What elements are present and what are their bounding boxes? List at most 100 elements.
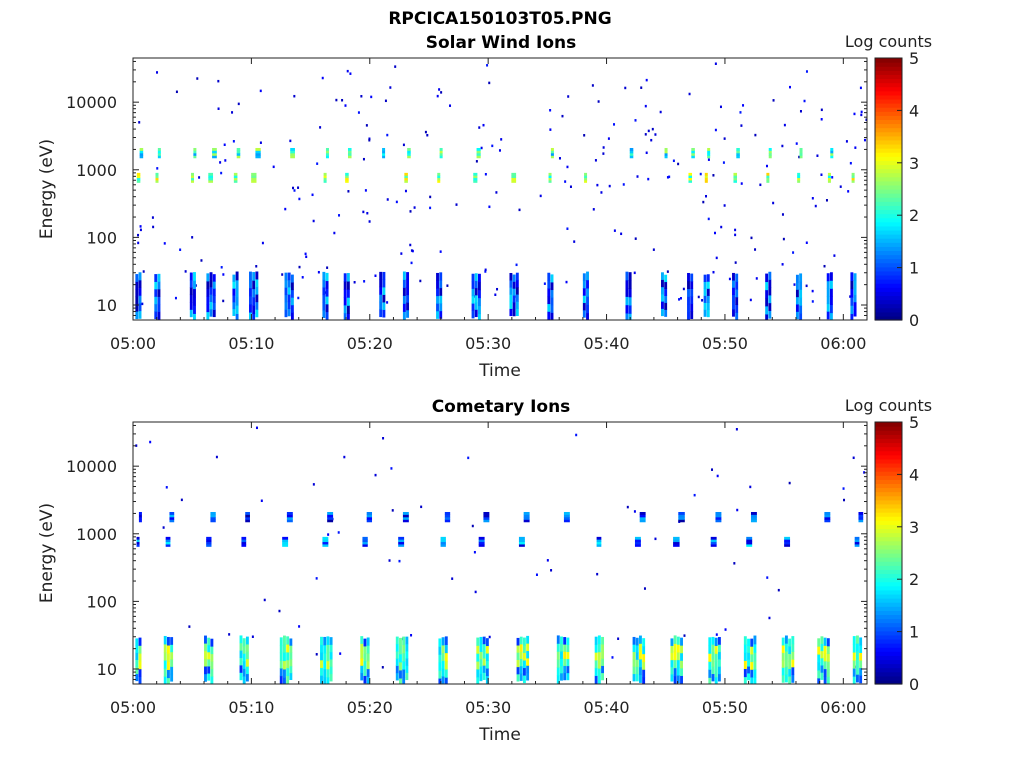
low-energy-cell bbox=[791, 659, 795, 668]
low-energy-cell bbox=[708, 637, 712, 646]
noise-cell bbox=[142, 270, 145, 273]
noise-cell bbox=[682, 287, 685, 291]
colorbar-tick-label: 4 bbox=[909, 465, 919, 484]
colorbar-step bbox=[875, 565, 902, 570]
band-cell bbox=[710, 544, 717, 547]
low-energy-cell bbox=[859, 660, 863, 669]
low-energy-cell bbox=[826, 303, 830, 312]
band-cell bbox=[563, 519, 570, 523]
low-energy-cell bbox=[680, 675, 683, 684]
low-energy-cell bbox=[661, 279, 664, 288]
low-energy-cell bbox=[245, 644, 249, 652]
noise-cell bbox=[860, 113, 863, 117]
band-cell bbox=[678, 516, 685, 520]
low-energy-cell bbox=[170, 659, 174, 667]
low-energy-cell bbox=[326, 668, 330, 678]
band-cell bbox=[736, 150, 740, 154]
x-tick-label: 05:40 bbox=[583, 698, 629, 717]
band-cell bbox=[210, 519, 216, 523]
low-energy-cell bbox=[438, 646, 442, 655]
low-energy-cell bbox=[642, 677, 646, 684]
low-energy-cell bbox=[395, 651, 399, 659]
low-energy-cell bbox=[768, 295, 772, 304]
low-energy-cell bbox=[206, 296, 210, 305]
colorbar-step bbox=[875, 152, 902, 157]
low-energy-cell bbox=[239, 650, 243, 659]
colorbar-label: Log counts bbox=[845, 396, 932, 415]
band-cell bbox=[282, 544, 289, 547]
band-cell bbox=[563, 511, 570, 515]
low-energy-cell bbox=[406, 294, 410, 303]
noise-cell bbox=[724, 628, 727, 631]
low-energy-cell bbox=[252, 305, 256, 315]
colorbar-step bbox=[875, 229, 902, 235]
band-cell bbox=[629, 152, 634, 156]
colorbar-step bbox=[875, 139, 902, 145]
low-energy-cell bbox=[399, 670, 402, 679]
colorbar-step bbox=[875, 503, 902, 509]
colorbar-step bbox=[875, 127, 902, 133]
noise-cell bbox=[678, 298, 681, 301]
noise-cell bbox=[712, 270, 715, 274]
band-cell bbox=[768, 147, 772, 151]
band-cell bbox=[136, 180, 141, 183]
y-tick-label: 10000 bbox=[66, 457, 117, 476]
band-cell bbox=[523, 511, 530, 515]
band-cell bbox=[398, 541, 405, 545]
low-energy-cell bbox=[566, 672, 570, 681]
colorbar-tick-label: 0 bbox=[909, 675, 919, 694]
low-energy-cell bbox=[601, 644, 605, 652]
band-cell bbox=[382, 152, 386, 156]
band-cell bbox=[290, 147, 295, 151]
low-energy-cell bbox=[676, 636, 680, 645]
band-cell bbox=[784, 539, 791, 543]
band-cell bbox=[139, 152, 144, 156]
x-tick-label: 05:10 bbox=[228, 698, 274, 717]
band-cell bbox=[584, 172, 588, 176]
low-energy-cell bbox=[474, 287, 478, 296]
colorbar-step bbox=[875, 520, 902, 525]
band-cell bbox=[138, 516, 142, 520]
low-energy-cell bbox=[703, 281, 707, 289]
low-energy-cell bbox=[826, 288, 830, 297]
low-energy-cell bbox=[817, 662, 821, 671]
low-energy-cell bbox=[245, 666, 249, 675]
low-energy-cell bbox=[346, 305, 350, 314]
low-energy-cell bbox=[826, 669, 830, 678]
low-energy-cell bbox=[154, 311, 158, 320]
band-cell bbox=[584, 175, 588, 179]
low-energy-cell bbox=[232, 308, 236, 316]
low-energy-cell bbox=[556, 635, 560, 644]
band-cell bbox=[483, 516, 490, 520]
low-energy-cell bbox=[673, 635, 677, 644]
band-cell bbox=[139, 147, 144, 151]
low-energy-cell bbox=[242, 653, 246, 662]
low-energy-cell bbox=[239, 657, 243, 666]
colorbar-step bbox=[875, 651, 902, 656]
band-cell bbox=[136, 541, 140, 545]
low-energy-cell bbox=[823, 660, 827, 670]
low-energy-cell bbox=[550, 297, 554, 306]
noise-cell bbox=[652, 248, 655, 251]
low-energy-cell bbox=[817, 678, 821, 684]
low-energy-cell bbox=[485, 638, 489, 647]
panel-title: Cometary Ions bbox=[432, 397, 571, 417]
noise-cell bbox=[644, 133, 647, 136]
band-cell bbox=[323, 180, 327, 183]
band-cell bbox=[136, 172, 141, 176]
low-energy-cell bbox=[210, 676, 214, 684]
band-cell bbox=[191, 180, 195, 183]
noise-cell bbox=[319, 126, 322, 129]
low-energy-cell bbox=[322, 287, 326, 296]
low-energy-cell bbox=[207, 666, 211, 674]
low-energy-cell bbox=[476, 669, 480, 678]
low-energy-cell bbox=[444, 636, 448, 645]
low-energy-cell bbox=[597, 676, 601, 684]
noise-cell bbox=[666, 270, 669, 273]
low-energy-cell bbox=[717, 673, 721, 682]
low-energy-cell bbox=[638, 635, 642, 644]
colorbar-step bbox=[875, 544, 902, 550]
low-energy-cell bbox=[210, 661, 214, 670]
low-energy-cell bbox=[753, 652, 757, 662]
band-cell bbox=[827, 175, 831, 179]
